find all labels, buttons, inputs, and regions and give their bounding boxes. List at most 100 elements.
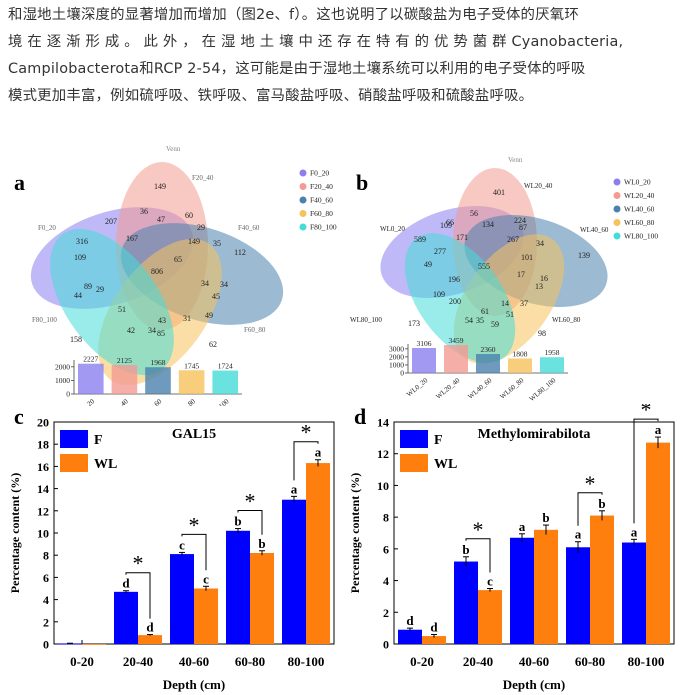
venn-region-value: 14 — [501, 299, 509, 308]
y-tick-label: 20 — [37, 416, 49, 430]
venn-region-value: 31 — [183, 314, 191, 323]
paragraph-line: Campilobacterota和RCP 2-54，这可能是由于湿地土壤系统可以… — [8, 61, 586, 77]
y-tick-label: 16 — [37, 460, 49, 474]
venn-region-value: 13 — [535, 282, 543, 291]
legend-marker — [299, 210, 307, 217]
totals-bar-label: 3106 — [417, 339, 432, 348]
y-tick-label: 6 — [383, 542, 389, 556]
significance-bracket — [633, 418, 659, 524]
significance-letter: a — [631, 524, 638, 539]
legend-label: WL20_40 — [624, 191, 655, 200]
significance-star: * — [585, 471, 596, 496]
legend-label: WL40_60 — [624, 205, 655, 214]
totals-category-label: F0_20 — [77, 397, 96, 406]
y-axis-label: Percentage content (%) — [8, 473, 22, 593]
totals-bar — [145, 367, 171, 394]
significance-bracket — [125, 572, 151, 619]
venn-region-value: 200 — [449, 297, 461, 306]
venn-region-value: 555 — [478, 262, 490, 271]
venn-diagram-b: b Venn WL20_40 WL0_20 WL40_60 WL80_100 W… — [350, 156, 658, 403]
legend-label: F60_80 — [310, 209, 333, 218]
venn-region-value: 167 — [126, 234, 138, 243]
legend-marker — [613, 205, 621, 213]
bar-f — [510, 537, 534, 644]
bar-wl — [250, 552, 274, 644]
totals-bar — [444, 345, 468, 373]
venn-region-value: 17 — [517, 270, 525, 279]
body-paragraph: 和湿地土壤深度的显著增加而增加（图2e、f）。这也说明了以碳酸盐为电子受体的厌氧… — [8, 2, 674, 110]
legend-marker — [613, 219, 621, 226]
legend-marker — [299, 196, 307, 204]
venn-region-value: 171 — [456, 233, 468, 242]
venn-region-value: 34 — [536, 239, 544, 248]
venn-region-value: 51 — [506, 310, 514, 319]
totals-tick-label: 1000 — [389, 360, 404, 369]
venn-title-b: Venn — [508, 156, 523, 164]
bar-f — [58, 643, 82, 645]
legend-label: WL80_100 — [624, 232, 658, 241]
venn-region-value: 101 — [521, 253, 533, 262]
totals-category-label: F60_80 — [175, 397, 197, 406]
totals-category-label: WL80_100 — [528, 376, 558, 403]
significance-star: * — [473, 517, 484, 542]
y-tick-label: 12 — [377, 447, 389, 461]
venn-region-value: 277 — [434, 247, 446, 256]
significance-letter: d — [122, 576, 130, 591]
bar-f — [622, 542, 646, 644]
legend-label: F40_60 — [310, 196, 333, 205]
bar-f — [454, 561, 478, 644]
venn-region-value: 158 — [70, 335, 82, 344]
significance-letter: b — [234, 514, 241, 529]
venn-ellipses-b — [380, 168, 608, 364]
venn-region-value: 589 — [414, 235, 426, 244]
y-tick-label: 4 — [43, 593, 49, 607]
significance-letter: b — [258, 536, 265, 551]
x-tick-label: 80-100 — [288, 654, 325, 669]
legend-label: F — [434, 433, 443, 448]
set-label-f80-100: F80_100 — [32, 316, 57, 324]
venn-region-value: 173 — [408, 319, 420, 328]
significance-letter: d — [146, 620, 154, 635]
bar-wl — [194, 588, 218, 644]
y-tick-label: 6 — [43, 571, 49, 585]
venn-region-value: 149 — [154, 182, 166, 191]
legend-label: WL60_80 — [624, 218, 655, 227]
y-tick-label: 8 — [43, 549, 49, 563]
legend-label: F20_40 — [310, 182, 333, 191]
venn-region-value: 401 — [493, 188, 505, 197]
totals-category-label: WL60_80 — [498, 376, 525, 401]
significance-bracket — [577, 492, 603, 526]
totals-bar-label: 1968 — [151, 358, 166, 367]
y-axis-label: Percentage content (%) — [348, 473, 362, 593]
venn-region-value: 89 — [84, 282, 92, 291]
totals-tick-label: 3000 — [389, 344, 404, 353]
y-tick-label: 0 — [43, 638, 49, 652]
venn-region-value: 806 — [151, 267, 163, 276]
venn-region-value: 45 — [212, 292, 220, 301]
venn-ellipse-f80-100 — [50, 228, 174, 376]
set-label-wl80-100: WL80_100 — [350, 316, 382, 324]
totals-bar-label: 2227 — [83, 355, 98, 364]
venn-ellipses-a — [30, 162, 284, 386]
venn-region-value: 34 — [148, 326, 156, 335]
venn-region-value: 66 — [446, 218, 454, 227]
venn-region-value: 98 — [538, 329, 546, 338]
set-label-wl20-40: WL20_40 — [524, 182, 553, 190]
bar-f — [114, 591, 138, 644]
venn-region-value: 224 — [514, 216, 526, 225]
y-tick-label: 18 — [37, 438, 49, 452]
venn-region-value: 149 — [188, 237, 200, 246]
bar-wl — [590, 515, 614, 644]
venn-region-value: 49 — [424, 260, 432, 269]
significance-star: * — [245, 489, 256, 514]
venn-region-value: 267 — [507, 235, 519, 244]
paragraph-line: 模式更加丰富，例如硫呼吸、铁呼吸、富马酸盐呼吸、硝酸盐呼吸和硫酸盐呼吸。 — [8, 88, 534, 104]
venn-region-value: 54 — [465, 316, 473, 325]
venn-diagram-a: a Venn F20_40 F0_20 F40_60 F80_100 F60_8… — [14, 145, 337, 406]
venn-region-value: 51 — [118, 305, 126, 314]
y-tick-label: 10 — [37, 527, 49, 541]
set-label-wl60-80: WL60_80 — [552, 316, 581, 324]
totals-bar — [540, 357, 564, 373]
significance-letter: b — [542, 510, 549, 525]
x-tick-label: 60-80 — [575, 654, 605, 669]
